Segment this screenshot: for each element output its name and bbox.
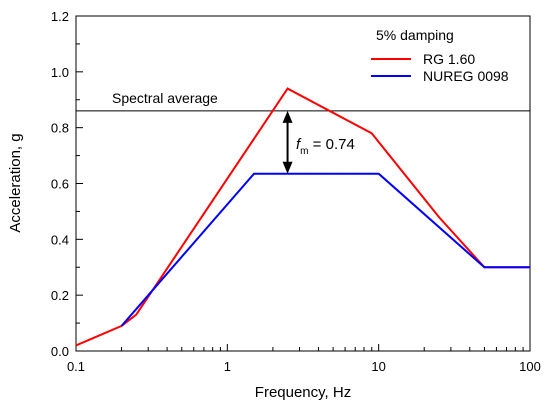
- y-tick-label: 1.0: [51, 65, 69, 80]
- fm-subscript: m: [300, 146, 308, 157]
- fm-value: = 0.74: [309, 136, 355, 153]
- series-line-nureg0098: [120, 172, 530, 327]
- spectral-average-label: Spectral average: [112, 90, 218, 106]
- y-tick-label: 0.6: [51, 177, 69, 192]
- fm-annotation: fm = 0.74: [282, 110, 355, 174]
- y-tick-label: 0.4: [51, 232, 69, 247]
- x-axis-ticks: 0.1 1 10 100: [67, 344, 541, 374]
- y-tick-label: 1.2: [51, 9, 69, 24]
- series-line-rg160: [75, 87, 530, 347]
- x-tick-label: 10: [371, 359, 385, 374]
- legend-label-nureg0098: NUREG 0098: [423, 68, 509, 84]
- legend: 5% damping RG 1.60 NUREG 0098: [371, 27, 509, 84]
- y-tick-label: 0.8: [51, 121, 69, 136]
- legend-label-rg160: RG 1.60: [423, 51, 475, 67]
- fm-arrow-head-top: [282, 110, 293, 123]
- x-tick-label: 100: [519, 359, 541, 374]
- x-tick-label: 0.1: [67, 359, 85, 374]
- series-group: [75, 87, 530, 347]
- y-axis-ticks: 0.0 0.2 0.4 0.6 0.8 1.0 1.2: [51, 9, 83, 359]
- y-axis-title: Acceleration, g: [7, 133, 24, 232]
- fm-label: fm = 0.74: [296, 136, 355, 157]
- legend-title: 5% damping: [376, 27, 454, 43]
- y-tick-label: 0.0: [51, 344, 69, 359]
- fm-arrow-head-bottom: [282, 161, 293, 174]
- x-axis-title: Frequency, Hz: [255, 384, 351, 401]
- x-tick-label: 1: [224, 359, 231, 374]
- y-tick-label: 0.2: [51, 288, 69, 303]
- fm-symbol: f: [296, 136, 302, 153]
